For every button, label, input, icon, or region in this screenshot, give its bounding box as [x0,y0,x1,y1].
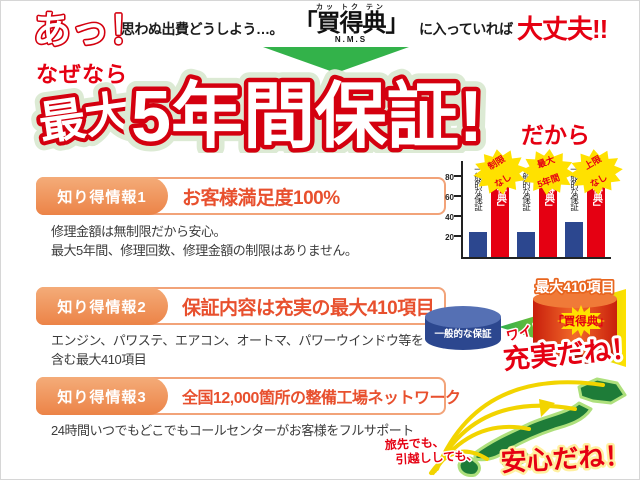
kaitokuten-burst [557,305,605,337]
bar-general-2 [517,232,535,257]
general-cylinder-top [425,306,501,328]
section-3-title: 全国12,000箇所の整備工場ネットワーク [182,390,461,407]
map-shikoku [500,450,530,468]
headline-main1: 最大 [36,85,134,149]
tick-label-60: 60 [445,193,454,202]
headline-main2-outline: 5年間保証! [131,77,483,153]
info-badge-2: 知り得情報2 [36,287,168,325]
daijobu-text: 大丈夫!! [517,14,608,44]
headline-main-graphic: 最大 最大 5年間保証! 5年間保証! だから [29,67,590,153]
info-section-2-box: 知り得情報2 保証内容は充実の最大410項目 [36,287,446,325]
general-warranty-label: 一般的な保証 [521,165,532,210]
general-cylinder-label: 一般的な保証 [434,328,492,340]
section-2-body-line: エンジン、パワステ、エアコン、オートマ、パワーウインドウ等を [51,333,424,348]
header-exclaim: あっ！ [33,10,125,52]
headline-main2: 5年間保証! [131,77,483,153]
tick-mark [454,235,461,237]
section-2-title: 保証内容は充実の最大410項目 [182,297,435,319]
network-arc [433,403,577,473]
headline-suffix: だから [521,122,590,148]
tick-label-40: 40 [445,213,454,222]
product-name: 「買得典」 [293,10,410,37]
section-1-body-line: 修理金額は無制限だから安心。 [51,224,227,239]
chart-x-axis [461,257,611,259]
info-badge-1: 知り得情報1 [36,177,168,215]
header-exclaim-graphic: あっ！ [31,8,125,53]
info-section-1-box: 知り得情報1 お客様満足度100% [36,177,446,215]
coverage-diagram: 一般的な保証 ワイド保証 「買得典」 最大410項目 充実だね！ [425,277,639,373]
network-arc [429,449,489,475]
chart-y-axis [461,161,463,259]
general-warranty-label: 一般的な保証 [569,165,580,210]
info-badge-3: 知り得情報3 [36,377,168,415]
reassure-text: に入っていれば [419,21,513,37]
map-text-line2: 引越ししても、 [395,447,478,466]
satisfaction-bar-chart: 20 40 60 80 一般的な保証 「買得典」 一般的な保証 「買得典」 一般… [441,149,640,267]
tick-label-80: 80 [445,173,454,182]
headline-prefix: なぜなら [36,62,129,87]
section-1-title: お客様満足度100% [182,187,340,209]
map-text-line1: 旅先でも、 [384,434,444,452]
tick-mark [454,195,461,197]
network-arrowhead [539,399,555,417]
anshin-exclaim: 安心だね！ [500,440,631,477]
tick-label-20: 20 [445,233,454,242]
info-section-3-box: 知り得情報3 全国12,000箇所の整備工場ネットワーク [36,377,461,415]
map-kyushu [457,456,481,477]
product-furigana: カッ トク テン [316,4,386,11]
tick-mark [454,215,461,217]
japan-map-graphic: 旅先でも、 引越ししても、 安心だね！ [383,377,634,479]
max-items-label: 最大410項目 [535,279,614,295]
product-brand: N.M.S [334,35,368,45]
lead-text: 思わぬ出費どうしよう…。 [121,21,284,37]
section-3-body-line: 24時間いつでもどこでもコールセンターがお客様をフルサポート [51,423,414,438]
bar-general-1 [469,232,487,257]
tick-mark [454,175,461,177]
product-name-block: カッ トク テン 「買得典」 N.M.S [285,4,417,44]
map-honshu [473,401,593,462]
bar-general-3 [565,222,583,257]
section-2-body-line: 含む最大410項目 [51,352,147,367]
section-1-body-line: 最大5年間、修理回数、修理金額の制限はありません。 [51,243,358,258]
kaitokuten-cylinder-label: 「買得典」 [552,314,610,328]
kaitokuten-cylinder-top [533,290,617,308]
general-warranty-label: 一般的な保証 [473,165,484,210]
